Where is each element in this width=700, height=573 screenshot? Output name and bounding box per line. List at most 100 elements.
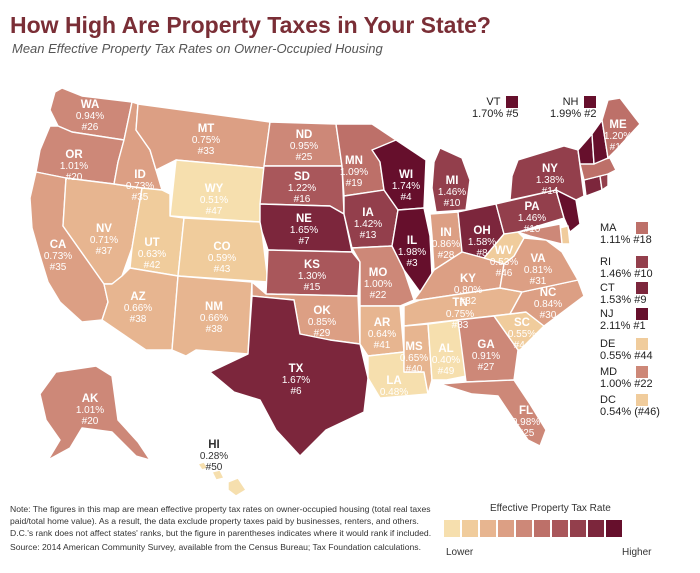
state-AL[interactable] [427, 319, 467, 381]
state-label-MN: MN [345, 155, 363, 167]
state-rank-TN: #33 [452, 320, 469, 331]
state-KS[interactable] [265, 249, 361, 297]
state-label-AL: AL [438, 343, 453, 355]
state-rate-MS: 0.65% [400, 353, 428, 364]
callout-NJ-value: 2.11% #1 [600, 320, 646, 333]
callout-CT-swatch [636, 282, 648, 295]
state-rank-FL: #25 [518, 428, 535, 439]
callout-NJ-abbr: NJ [600, 308, 614, 320]
state-rank-PA: #10 [524, 224, 541, 235]
state-label-WY: WY [205, 183, 224, 195]
state-rank-MI: #10 [444, 198, 461, 209]
state-rate-WI: 1.74% [392, 181, 420, 192]
state-rank-WA: #26 [82, 122, 99, 133]
state-rank-AL: #49 [438, 366, 455, 377]
callout-MD-swatch [636, 366, 648, 379]
state-label-IN: IN [440, 227, 452, 239]
map-title: How High Are Property Taxes in Your Stat… [10, 12, 491, 38]
state-rank-MS: #40 [406, 364, 423, 375]
state-label-NM: NM [205, 301, 223, 313]
state-rate-MT: 0.75% [192, 135, 220, 146]
legend-swatch-5 [516, 520, 532, 537]
state-rate-WV: 0.53% [490, 257, 518, 268]
state-AK[interactable] [39, 365, 151, 461]
state-label-KY: KY [460, 273, 476, 285]
state-ME[interactable] [601, 97, 641, 159]
state-label-AR: AR [374, 317, 391, 329]
legend-swatch-3 [480, 520, 496, 537]
callout-NH-swatch [584, 96, 597, 109]
legend-low-label: Lower [446, 547, 474, 558]
callout-MA: MA 1.11% #18 [600, 222, 652, 246]
state-label-TN: TN [452, 297, 467, 309]
state-rank-AR: #41 [374, 340, 391, 351]
state-label-TX: TX [289, 363, 304, 375]
state-label-NC: NC [540, 287, 557, 299]
state-label-KS: KS [304, 259, 320, 271]
state-rank-KY: #32 [460, 296, 477, 307]
state-label-GA: GA [477, 339, 494, 351]
callout-MD: MD 1.00% #22 [600, 366, 653, 390]
state-label-WA: WA [81, 99, 100, 111]
callout-CT-abbr: CT [600, 282, 615, 294]
callout-MA-abbr: MA [600, 222, 617, 234]
state-MI[interactable] [431, 147, 471, 213]
state-FL[interactable] [439, 379, 547, 447]
state-MD[interactable] [517, 223, 563, 245]
state-rate-KS: 1.30% [298, 271, 326, 282]
callout-DC: DC 0.54% (#46) [600, 394, 660, 418]
state-rate-SD: 1.22% [288, 183, 316, 194]
legend-swatch-6 [534, 520, 550, 537]
state-rank-IA: #13 [360, 230, 377, 241]
state-label-CO: CO [213, 241, 230, 253]
state-label-MI: MI [446, 175, 459, 187]
state-label-AZ: AZ [130, 291, 145, 303]
state-label-FL: FL [519, 405, 533, 417]
state-rank-MN: #19 [346, 178, 363, 189]
callout-RI: RI 1.46% #10 [600, 256, 653, 280]
state-GA[interactable] [457, 315, 519, 383]
state-label-ME: ME [609, 119, 627, 131]
state-rate-CO: 0.59% [208, 253, 236, 264]
callout-DC-value: 0.54% (#46) [600, 406, 660, 419]
state-rank-AZ: #38 [130, 314, 147, 325]
state-rate-HI: 0.28% [200, 451, 228, 462]
state-HI[interactable] [197, 461, 247, 497]
state-rank-WI: #4 [400, 192, 412, 203]
callout-MD-value: 1.00% #22 [600, 378, 653, 391]
callout-DE-abbr: DE [600, 338, 616, 350]
state-rate-AK: 1.01% [76, 405, 104, 416]
callout-MA-swatch [636, 222, 648, 235]
state-rate-TN: 0.75% [446, 309, 474, 320]
callout-NH-abbr: NH [562, 96, 579, 108]
state-rank-ME: #17 [610, 142, 627, 153]
state-label-VA: VA [530, 253, 545, 265]
state-label-MS: MS [405, 341, 423, 353]
state-rank-CA: #35 [50, 262, 67, 273]
callout-DE-value: 0.55% #44 [600, 350, 653, 363]
state-label-SC: SC [514, 317, 530, 329]
callout-RI-abbr: RI [600, 256, 611, 268]
state-TX[interactable] [209, 295, 369, 457]
callout-VT-swatch [506, 96, 519, 109]
state-rank-WV: #46 [496, 268, 513, 279]
state-rate-IN: 0.86% [432, 239, 460, 250]
state-rate-NV: 0.71% [90, 235, 118, 246]
state-rate-LA: 0.48% [380, 387, 408, 398]
state-rank-TX: #6 [290, 386, 302, 397]
state-label-ID: ID [134, 169, 146, 181]
map-subtitle: Mean Effective Property Tax Rates on Own… [12, 41, 383, 56]
state-label-ND: ND [296, 129, 313, 141]
state-label-NV: NV [96, 223, 112, 235]
state-rank-IL: #3 [406, 258, 418, 269]
callout-VT: VT 1.70% #5 [472, 96, 519, 120]
callout-CT: CT 1.53% #9 [600, 282, 648, 306]
state-rate-ID: 0.73% [126, 181, 154, 192]
state-rank-CO: #43 [214, 264, 231, 275]
callout-DC-swatch [636, 394, 648, 407]
state-CO[interactable] [177, 217, 269, 283]
state-rate-NY: 1.38% [536, 175, 564, 186]
state-rank-ND: #25 [296, 152, 313, 163]
state-rate-ME: 1.20% [604, 131, 632, 142]
state-label-MT: MT [198, 123, 215, 135]
